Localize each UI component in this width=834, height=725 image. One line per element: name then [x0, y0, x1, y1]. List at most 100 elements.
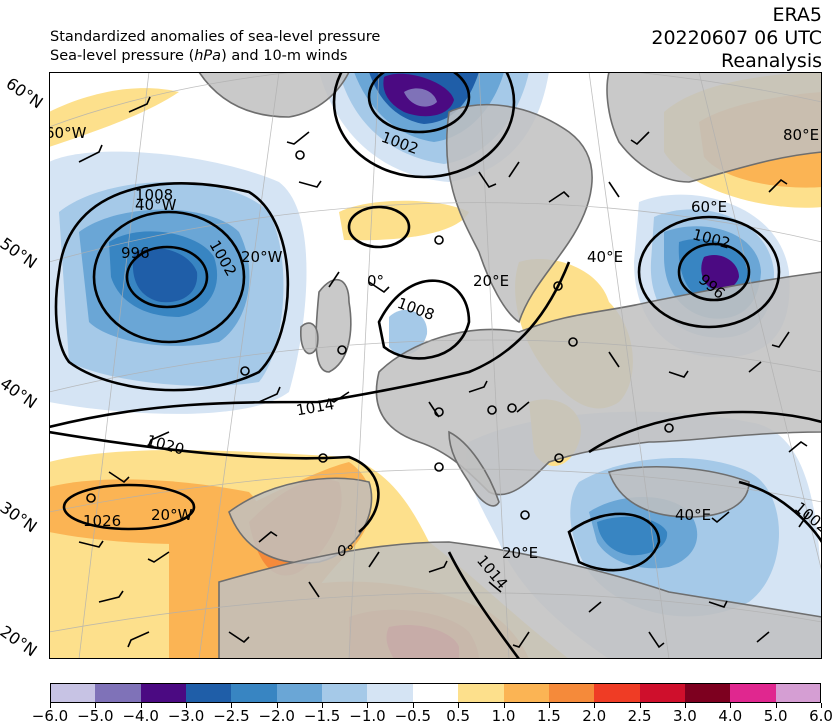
land-anatolia [607, 466, 750, 518]
colorbar-tick-label: −3.0 [167, 707, 205, 725]
colorbar-cell [367, 683, 414, 703]
anomaly-russia-low-center [701, 254, 739, 291]
colorbar-cell [231, 683, 278, 703]
colorbar-cell [684, 683, 731, 703]
colorbar-cell [458, 683, 505, 703]
colorbar-tick-label: 3.0 [673, 707, 697, 725]
colorbar-tick [322, 703, 324, 708]
colorbar-cell [730, 683, 777, 703]
anomaly-mid-atlantic-high [339, 200, 469, 241]
colorbar-cell [412, 683, 459, 703]
graticule [49, 72, 822, 659]
isobar-1026 [62, 483, 196, 531]
lon-label-20E-north: 20°E [473, 272, 509, 290]
colorbar-tick [594, 703, 596, 708]
lat-label-60N: 60°N [2, 73, 47, 113]
colorbar [50, 683, 822, 703]
colorbar-cell [50, 683, 96, 703]
isobar-north-sea-1008 [377, 279, 471, 360]
lon-label-40E-north: 40°E [587, 248, 623, 266]
lat-label-30N: 30°N [0, 497, 41, 537]
lon-label-60E: 60°E [691, 198, 727, 216]
colorbar-cell [639, 683, 686, 703]
colorbar-tick-label: −2.0 [258, 707, 295, 725]
land-ireland [300, 322, 319, 355]
land-north-africa [218, 541, 822, 659]
lon-label-60W: 60°W [49, 124, 87, 142]
colorbar-tick [503, 703, 505, 708]
lon-label-20W-north: 20°W [241, 248, 283, 266]
colorbar-cell [186, 683, 232, 703]
colorbar-cell [322, 683, 368, 703]
colorbar-cell [548, 683, 595, 703]
lon-label-20W-south: 20°W [151, 506, 193, 524]
isobar-label-1008-atlantic: 1008 [135, 186, 173, 204]
dataset-label: ERA5 [772, 4, 822, 26]
isobar-east-1014 [588, 410, 822, 454]
colorbar-tick-label: 2.5 [627, 707, 652, 725]
colorbar-cell [594, 683, 641, 703]
isobar-med-1008 [567, 512, 661, 572]
isobar-mid-atlantic-high [347, 205, 411, 249]
colorbar-tick [231, 703, 233, 708]
colorbar-tick [548, 703, 550, 708]
land-arctic-russia [606, 72, 822, 183]
colorbar-tick [50, 703, 51, 708]
colorbar-tick-label: −5.0 [77, 707, 114, 725]
anomaly-atlantic-low-center [132, 248, 198, 303]
figure-title: Standardized anomalies of sea-level pres… [50, 28, 380, 66]
isobars [49, 72, 822, 659]
colorbar-tick-label: 4.0 [718, 707, 743, 725]
colorbar-tick-label: −1.0 [349, 707, 386, 725]
anomaly-north-sea-low [389, 309, 428, 355]
isobar-russia-1002 [637, 215, 781, 329]
isobar-label-996-atlantic: 996 [121, 244, 150, 262]
isobar-1014 [49, 261, 571, 429]
lon-label-0-north: 0° [367, 272, 384, 290]
colorbar-tick-label: 0.5 [446, 707, 471, 725]
isobar-1020 [49, 430, 380, 534]
anomaly-med-low-core [597, 516, 668, 556]
colorbar-tick [684, 703, 686, 708]
colorbar-tick [821, 703, 822, 708]
colorbar-tick-label: −6.0 [31, 707, 69, 725]
colorbar-tick [639, 703, 641, 708]
lat-label-40N: 40°N [0, 373, 41, 413]
lon-label-40E-south: 40°E [675, 506, 711, 524]
title-line-1: Standardized anomalies of sea-level pres… [50, 29, 381, 45]
colorbar-tick [186, 703, 188, 708]
product-label: Reanalysis [721, 50, 822, 72]
isobar-libya-1014 [447, 551, 521, 659]
lat-label-50N: 50°N [0, 233, 41, 273]
lon-label-40W: 40°W [135, 196, 177, 214]
isobar-atlantic-1008 [54, 182, 290, 392]
colorbar-tick-label: 1.5 [536, 707, 561, 725]
map-frame [49, 72, 822, 659]
colorbar-cell [95, 683, 142, 703]
lat-label-20N: 20°N [0, 621, 41, 661]
colorbar-tick-label: −2.5 [213, 707, 250, 725]
isobar-atlantic-996 [125, 245, 209, 309]
colorbar-tick [458, 703, 460, 708]
anomaly-north-low-peak [404, 88, 437, 107]
colorbar-tick [367, 703, 369, 708]
title-line-2: Sea-level pressure (hPa) and 10-m winds [50, 48, 348, 64]
colorbar-tick-label: 5.0 [763, 707, 788, 725]
colorbar-tick-label: −1.5 [303, 707, 341, 725]
isobar-label-1026: 1026 [83, 512, 121, 530]
lon-label-80E: 80°E [783, 126, 819, 144]
wind-barbs [78, 96, 810, 649]
colorbar-tick [95, 703, 97, 708]
figure-info: ERA5 20220607 06 UTC Reanalysis [651, 4, 822, 73]
isobar-north-1002 [332, 72, 516, 179]
colorbar-cell [276, 683, 323, 703]
isobar-russia-996 [677, 242, 751, 302]
map-panel: 60°W 40°W 20°W 0° 20°E 40°E 60°E 80°E 20… [49, 72, 822, 659]
isobar-atlantic-1002 [92, 210, 246, 344]
colorbar-tick [775, 703, 777, 708]
lon-label-0-south: 0° [337, 542, 354, 560]
colorbar-tick-label: 6.0 [809, 707, 833, 725]
datetime-label: 20220607 06 UTC [651, 27, 822, 49]
colorbar-cell [503, 683, 550, 703]
colorbar-tick [276, 703, 278, 708]
